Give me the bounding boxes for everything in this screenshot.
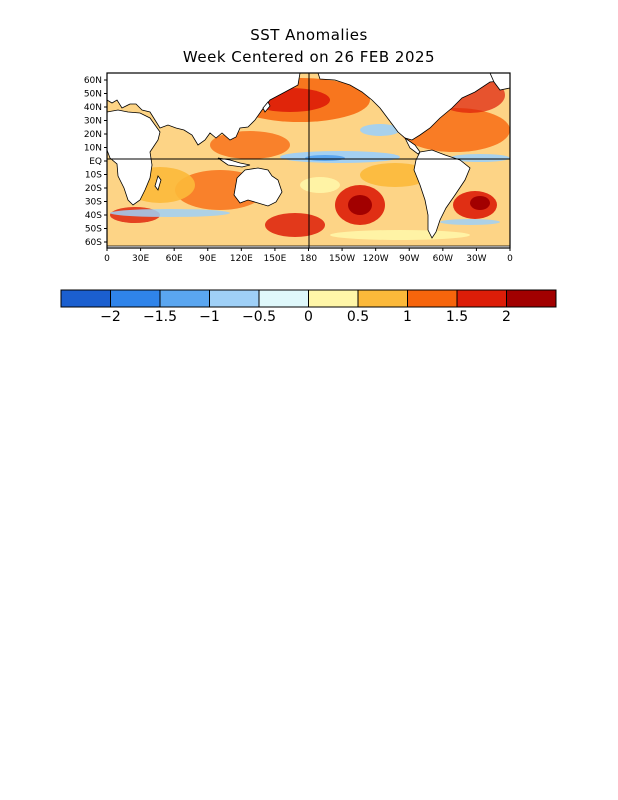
colorbar-swatch [60, 289, 111, 308]
lat-label: 40N [84, 103, 102, 113]
colorbar-swatch [258, 289, 309, 308]
colorbar-swatch [357, 289, 408, 308]
lon-label: 0 [104, 254, 110, 264]
lon-label: 150W [329, 254, 355, 264]
colorbar-label: 0 [304, 309, 313, 325]
colorbar-swatch [308, 289, 359, 308]
colorbar-label: 1 [403, 309, 412, 325]
lon-label: 0 [507, 254, 513, 264]
colorbar-label: 1.5 [446, 309, 468, 325]
colorbar-label: 0.5 [347, 309, 369, 325]
lat-label: 60N [84, 76, 102, 86]
lat-label: 10N [84, 144, 102, 154]
lat-label: 30N [84, 117, 102, 127]
lat-label: 50N [84, 90, 102, 100]
lon-label: 120E [230, 254, 253, 264]
lat-label: 10S [85, 171, 102, 181]
lat-label: 40S [85, 211, 102, 221]
colorbar-swatch [159, 289, 210, 308]
lat-label: 60S [85, 238, 102, 248]
colorbar: −2 −1.5 −1 −0.5 0 0.5 1 1.5 2 [60, 289, 557, 325]
colorbar-label: −2 [100, 309, 121, 325]
lat-label: EQ [89, 157, 102, 167]
colorbar-swatch [407, 289, 458, 308]
lon-label: 30E [132, 254, 149, 264]
colorbar-swatch [110, 289, 161, 308]
lat-label: 30S [85, 198, 102, 208]
lon-label: 90E [199, 254, 216, 264]
lon-label: 60E [166, 254, 183, 264]
lon-label: 180 [300, 254, 317, 264]
lon-label: 60W [433, 254, 453, 264]
map-subtitle: Week Centered on 26 FEB 2025 [182, 48, 436, 66]
lon-label: 90W [399, 254, 419, 264]
colorbar-swatch [506, 289, 557, 308]
colorbar-label: −1.5 [143, 309, 177, 325]
colorbar-swatch [456, 289, 507, 308]
lat-label: 50S [85, 225, 102, 235]
lon-label: 120W [363, 254, 389, 264]
colorbar-label: −0.5 [242, 309, 276, 325]
land-masses [107, 73, 510, 248]
colorbar-label: 2 [502, 309, 511, 325]
longitude-axis: 0 30E 60E 90E 120E 150E 180 150W 120W 90W 60W 30W 0 [104, 248, 513, 264]
lat-label: 20S [85, 184, 102, 194]
colorbar-swatch [209, 289, 260, 308]
lon-label: 30W [466, 254, 486, 264]
colorbar-label: −1 [199, 309, 220, 325]
map-title: SST Anomalies [250, 26, 368, 44]
lon-label: 150E [263, 254, 286, 264]
lat-label: 20N [84, 130, 102, 140]
latitude-axis: 60N 50N 40N 30N 20N 10N EQ 10S 20S 30S 40S 50S 60S [84, 76, 107, 248]
